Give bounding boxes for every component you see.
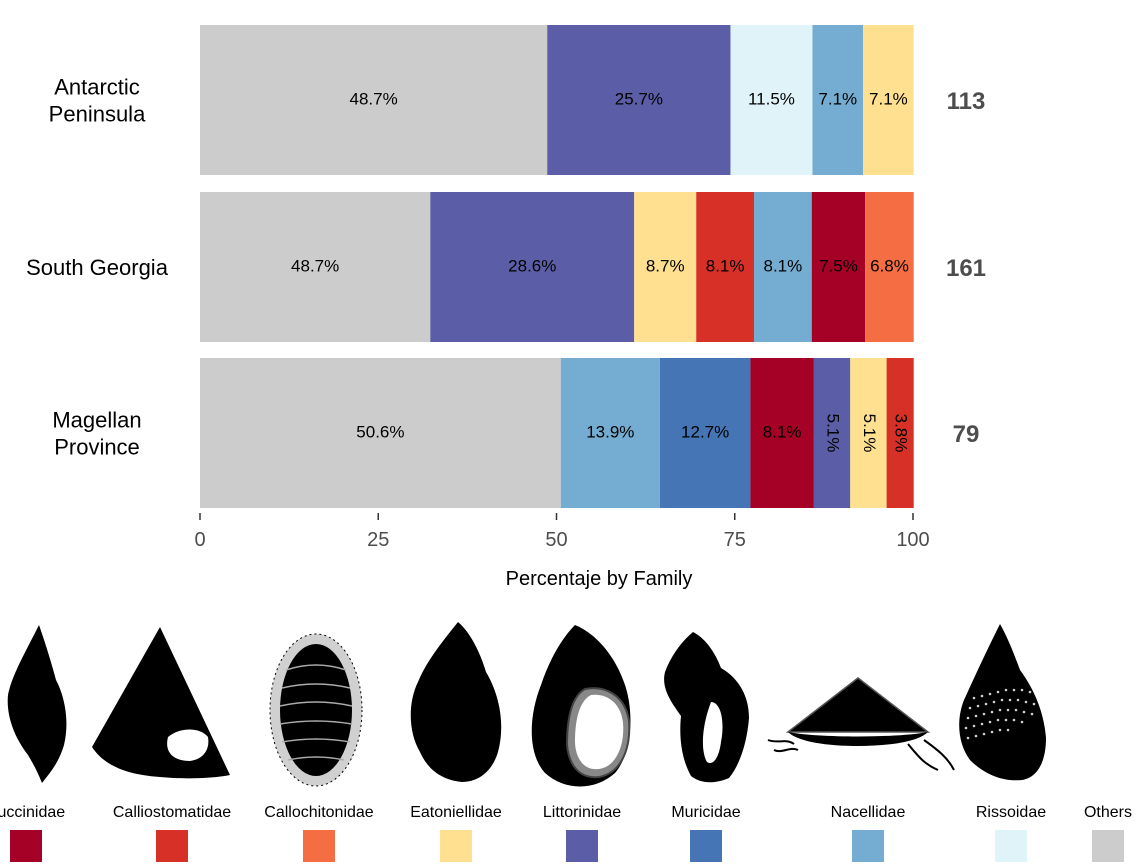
limpet-icon	[767, 677, 955, 771]
legend-swatch	[440, 830, 472, 862]
legend-label: Others	[1084, 804, 1132, 821]
row-total-label: 161	[946, 255, 986, 282]
segment-value-label: 6.8%	[870, 256, 909, 275]
legend-label: Calliostomatidae	[113, 804, 231, 821]
legend-item: Eatoniellidae	[410, 804, 502, 862]
legend-swatch	[10, 830, 42, 862]
segment-value-label: 12.7%	[681, 422, 729, 441]
bar-segment	[560, 358, 660, 508]
bar-row: 48.7% 28.6% 8.7% 8.1% 8.1% 7.5% 6.8% South Geor…	[26, 192, 986, 342]
segment-value-label: 8.1%	[706, 256, 745, 275]
legend-item: Muricidae	[671, 804, 741, 862]
bar-segment	[547, 25, 731, 175]
legend-swatch	[566, 830, 598, 862]
segment-value-label: 11.5%	[748, 89, 795, 108]
legend-label: Nacellidae	[831, 804, 906, 821]
calliostomatid-shell-icon	[92, 627, 230, 779]
segment-value-label: 7.1%	[818, 89, 857, 108]
segment-value-label: 8.1%	[764, 256, 803, 275]
legend-label: Callochitonidae	[264, 804, 374, 821]
legend-item: Others	[1084, 804, 1132, 862]
x-axis: 0 25 50 75 100	[194, 513, 930, 551]
row-total-label: 113	[947, 88, 986, 115]
bar-segment	[886, 358, 914, 508]
segment-value-label: 25.7%	[615, 89, 663, 108]
x-tick-label: 50	[545, 529, 567, 551]
segment-value-label: 8.1%	[763, 422, 802, 441]
bar-segment	[863, 25, 914, 175]
row-total-label: 79	[953, 421, 980, 448]
bar-segment	[812, 25, 864, 175]
segment-value-label: 13.9%	[586, 422, 634, 441]
legend-label: Littorinidae	[543, 804, 621, 821]
x-tick-label: 100	[896, 529, 929, 551]
legend-item: Nacellidae	[831, 804, 906, 862]
legend-item: Rissoidae	[976, 804, 1046, 862]
bar-segment	[200, 25, 548, 175]
legend: Buccinidae Calliostomatidae Callochitonida…	[0, 804, 1132, 862]
bar-segment	[811, 192, 866, 342]
bar-segment	[200, 358, 561, 508]
bar-row: 50.6% 13.9% 12.7% 8.1% 5.1% 5.1% 3.8% Magellan P…	[52, 358, 979, 508]
x-tick-label: 0	[194, 529, 205, 551]
bar-segment	[200, 192, 431, 342]
muricid-shell-icon	[664, 632, 749, 783]
family-icons	[7, 622, 1046, 787]
rissoid-shell-icon	[959, 624, 1046, 781]
segment-value-label: 5.1%	[824, 414, 843, 453]
bar-row: 48.7% 25.7% 11.5% 7.1% 7.1% Antarctic Peninsul…	[49, 25, 986, 175]
legend-label: Buccinidae	[0, 804, 65, 821]
bar-segment	[850, 358, 887, 508]
littorinid-shell-icon	[531, 625, 631, 787]
legend-label: Eatoniellidae	[410, 804, 502, 821]
row-label: Antarctic Peninsula	[49, 75, 146, 127]
legend-swatch	[156, 830, 188, 862]
segment-value-label: 48.7%	[350, 89, 398, 108]
bar-segment	[813, 358, 851, 508]
segment-value-label: 8.7%	[646, 256, 685, 275]
legend-swatch	[1092, 830, 1124, 862]
legend-item: Calliostomatidae	[113, 804, 231, 862]
legend-label: Muricidae	[671, 804, 740, 821]
bar-segment	[865, 192, 914, 342]
legend-item: Littorinidae	[543, 804, 621, 862]
bar-segment	[696, 192, 755, 342]
legend-swatch	[303, 830, 335, 862]
segment-value-label: 28.6%	[508, 256, 556, 275]
legend-item: Callochitonidae	[264, 804, 374, 862]
bar-segment	[659, 358, 751, 508]
bars-group: 48.7% 25.7% 11.5% 7.1% 7.1% Antarctic Peninsul…	[26, 25, 986, 508]
bar-segment	[730, 25, 813, 175]
segment-value-label: 48.7%	[291, 256, 339, 275]
bar-segment	[754, 192, 812, 342]
bar-segment	[634, 192, 697, 342]
x-axis-title: Percentaje by Family	[506, 568, 693, 590]
legend-swatch	[852, 830, 884, 862]
legend-swatch	[995, 830, 1027, 862]
x-tick-label: 75	[724, 529, 746, 551]
x-tick-label: 25	[367, 529, 389, 551]
segment-value-label: 7.5%	[819, 256, 858, 275]
segment-value-label: 50.6%	[356, 422, 404, 441]
bar-segment	[430, 192, 635, 342]
segment-value-label: 5.1%	[860, 414, 879, 453]
segment-value-label: 7.1%	[869, 89, 908, 108]
eatoniellid-shell-icon	[410, 622, 502, 782]
row-label: Magellan Province	[52, 408, 141, 460]
row-label: South Georgia	[26, 255, 169, 280]
legend-label: Rissoidae	[976, 804, 1046, 821]
legend-swatch	[690, 830, 722, 862]
segment-value-label: 3.8%	[892, 414, 911, 453]
buccinid-shell-icon	[7, 625, 67, 783]
chiton-icon	[269, 633, 363, 787]
bar-segment	[750, 358, 814, 508]
legend-item: Buccinidae	[0, 804, 65, 862]
